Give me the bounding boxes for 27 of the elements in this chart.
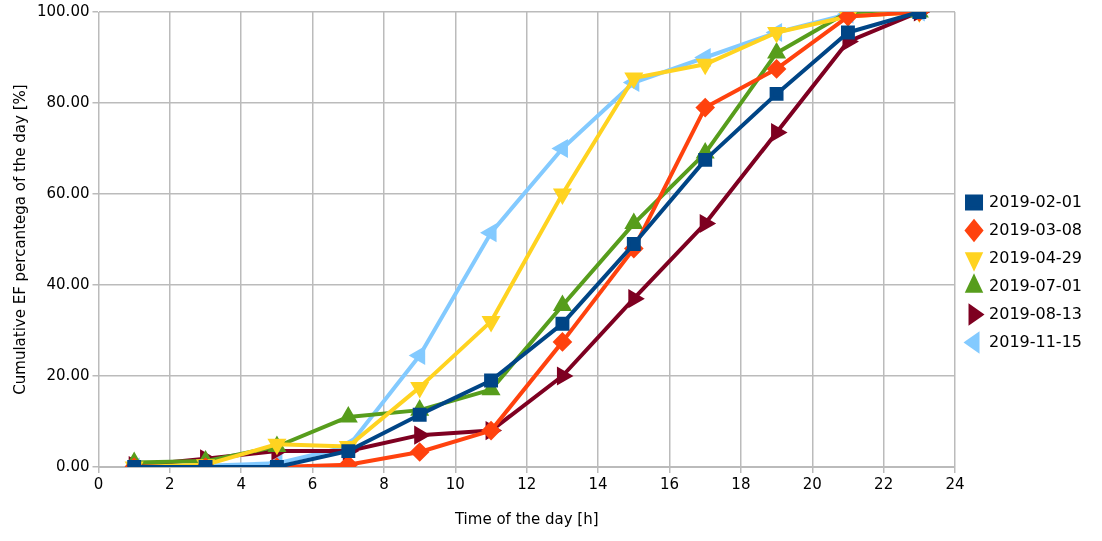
legend-label: 2019-02-01 [989, 191, 1082, 211]
x-tick-label: 24 [945, 474, 965, 493]
x-tick-label: 0 [93, 474, 104, 493]
x-tick-label: 20 [802, 474, 822, 493]
x-tick-label: 18 [731, 474, 751, 493]
legend-label: 2019-07-01 [989, 275, 1082, 295]
x-tick-label: 2 [165, 474, 175, 493]
x-tick-label: 4 [236, 474, 247, 493]
y-tick-label: 100.00 [36, 1, 90, 20]
x-tick-label: 22 [874, 474, 894, 493]
x-tick-label: 6 [307, 474, 318, 493]
legend-label: 2019-04-29 [989, 247, 1082, 267]
y-tick-label: 20.00 [46, 365, 90, 384]
y-tick-label: 80.00 [46, 92, 90, 111]
x-tick-label: 14 [588, 474, 608, 493]
x-tick-label: 16 [659, 474, 680, 493]
y-tick-label: 0.00 [56, 456, 90, 475]
x-axis-title: Time of the day [h] [453, 509, 599, 528]
x-tick-label: 10 [445, 474, 465, 493]
y-tick-label: 60.00 [46, 183, 90, 202]
y-tick-label: 40.00 [46, 274, 90, 293]
legend-label: 2019-03-08 [989, 219, 1082, 239]
legend-label: 2019-08-13 [989, 303, 1082, 323]
x-tick-label: 12 [517, 474, 537, 493]
y-axis-title: Cumulative EF percantega of the day [%] [10, 84, 29, 395]
legend-label: 2019-11-15 [989, 331, 1082, 351]
x-tick-label: 8 [379, 474, 389, 493]
